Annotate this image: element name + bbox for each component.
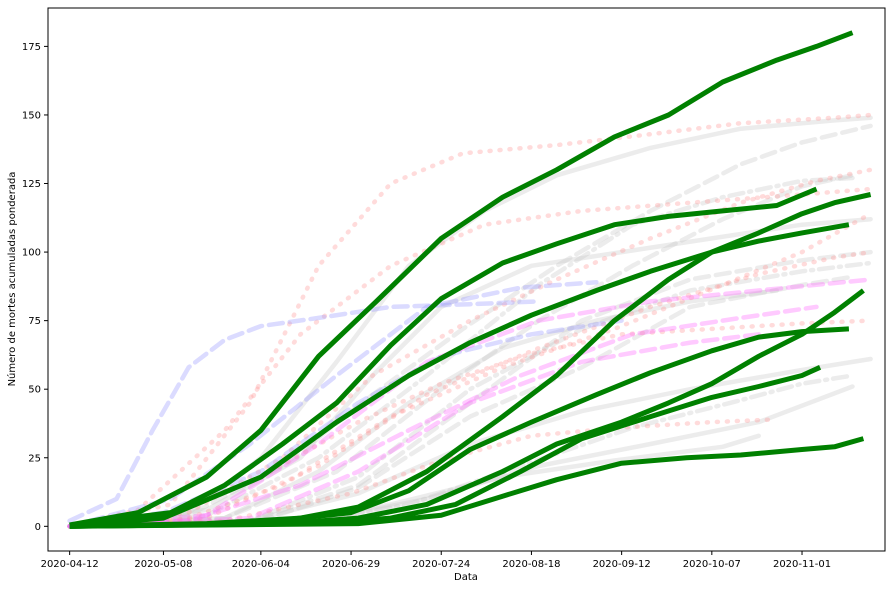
y-tick-label: 75 bbox=[28, 316, 41, 327]
y-axis-label: Número de mortes acumuladas ponderada bbox=[6, 172, 18, 387]
highlighted-series-line-7 bbox=[69, 365, 822, 529]
background-series-line-9 bbox=[67, 249, 873, 529]
background-series-line-16 bbox=[67, 186, 873, 529]
y-tick-label: 25 bbox=[28, 453, 41, 464]
x-tick-label: 2020-05-08 bbox=[134, 559, 192, 570]
highlighted-series-group bbox=[69, 30, 872, 529]
background-series-line-6 bbox=[67, 288, 780, 529]
background-series-line-13 bbox=[67, 373, 855, 529]
background-series-line-3 bbox=[67, 356, 873, 529]
background-series-line-17 bbox=[67, 249, 873, 529]
y-tick-label: 175 bbox=[22, 42, 41, 53]
background-series-line-24 bbox=[67, 277, 873, 529]
x-tick-label: 2020-08-18 bbox=[502, 559, 560, 570]
x-tick-label: 2020-11-01 bbox=[773, 559, 831, 570]
background-series-line-26 bbox=[67, 304, 819, 529]
background-series-line-25 bbox=[67, 332, 761, 529]
highlighted-series-line-3 bbox=[69, 192, 872, 529]
background-series-line-8 bbox=[67, 173, 855, 529]
x-tick-label: 2020-04-12 bbox=[41, 559, 99, 570]
background-series-line-11 bbox=[67, 175, 855, 529]
plot-area-frame bbox=[47, 7, 886, 552]
y-axis: 0 25 50 75 100 125 150 175 bbox=[22, 42, 48, 533]
x-tick-label: 2020-09-12 bbox=[593, 559, 651, 570]
background-series-line-19 bbox=[67, 417, 780, 529]
background-series-line-14 bbox=[67, 112, 873, 529]
background-series-line-12 bbox=[67, 260, 873, 529]
highlighted-series-line-1 bbox=[69, 30, 854, 528]
highlighted-series-line-2 bbox=[69, 186, 818, 528]
y-tick-label: 50 bbox=[28, 385, 41, 396]
y-tick-label: 125 bbox=[22, 179, 41, 190]
background-series-line-7 bbox=[67, 123, 873, 529]
y-tick-label: 150 bbox=[22, 110, 41, 121]
background-series-group bbox=[67, 112, 873, 529]
x-axis: 2020-04-12 2020-05-08 2020-06-04 2020-06-29… bbox=[41, 551, 831, 570]
highlighted-series-line-5 bbox=[69, 326, 850, 529]
y-tick-label: 100 bbox=[22, 248, 41, 259]
x-tick-label: 2020-07-24 bbox=[412, 559, 470, 570]
background-series-line-20 bbox=[67, 211, 873, 529]
x-tick-label: 2020-10-07 bbox=[683, 559, 741, 570]
background-series-line-22 bbox=[67, 279, 599, 529]
x-tick-label: 2020-06-29 bbox=[322, 559, 380, 570]
x-tick-label: 2020-06-04 bbox=[232, 559, 290, 570]
y-tick-label: 0 bbox=[35, 522, 41, 533]
background-series-line-15 bbox=[67, 167, 873, 529]
background-series-line-2 bbox=[67, 216, 873, 529]
x-axis-label: Data bbox=[454, 572, 478, 583]
highlighted-series-line-8 bbox=[69, 436, 865, 529]
background-series-line-18 bbox=[67, 318, 873, 529]
background-series-line-10 bbox=[67, 274, 855, 529]
